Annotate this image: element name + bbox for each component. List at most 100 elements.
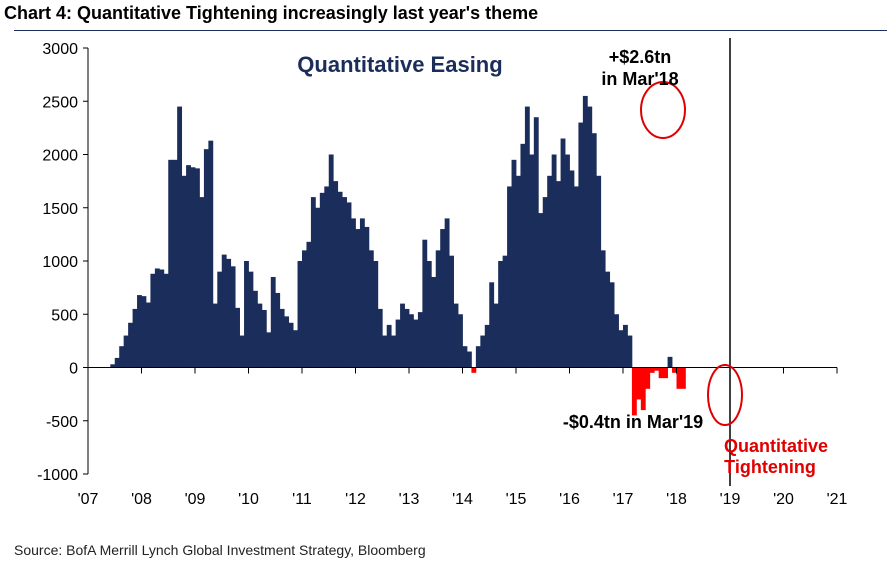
bar-positive xyxy=(547,175,553,368)
bar-positive xyxy=(208,140,214,368)
bar-positive xyxy=(538,213,544,368)
trough-highlight-circle xyxy=(707,364,743,426)
bar-positive xyxy=(453,303,459,368)
x-tick-label: '09 xyxy=(185,491,206,508)
bar-positive xyxy=(417,312,423,368)
bar-positive xyxy=(235,307,240,368)
x-tick-label: '18 xyxy=(666,491,687,508)
bar-positive xyxy=(252,290,258,368)
annotation-trough: -$0.4tn in Mar'19 xyxy=(563,412,703,432)
bar-positive xyxy=(172,159,178,368)
bar-positive xyxy=(203,149,209,368)
bar-positive xyxy=(279,308,285,368)
bar-negative xyxy=(672,367,677,373)
bar-positive xyxy=(137,295,142,368)
bar-positive xyxy=(614,314,619,368)
bar-positive xyxy=(270,276,276,368)
bar-positive xyxy=(391,335,397,368)
bar-positive xyxy=(413,319,419,368)
y-tick-label: 3000 xyxy=(42,41,78,58)
annotation-qe: Quantitative Easing xyxy=(297,52,502,77)
bar-positive xyxy=(667,356,673,368)
bar-positive xyxy=(444,218,450,368)
bar-positive xyxy=(128,322,133,368)
bar-positive xyxy=(462,346,468,368)
bar-positive xyxy=(315,207,321,368)
bar-negative xyxy=(640,367,646,411)
y-tick-label: 0 xyxy=(69,361,78,378)
bar-positive xyxy=(431,276,437,368)
bar-positive xyxy=(623,324,628,368)
bar-positive xyxy=(244,261,249,368)
bar-positive xyxy=(520,143,526,368)
bar-positive xyxy=(181,175,187,368)
bar-positive xyxy=(395,319,401,368)
bar-positive xyxy=(507,186,512,368)
bar-positive xyxy=(569,170,575,368)
x-tick-label: '19 xyxy=(720,491,741,508)
bar-positive xyxy=(458,314,463,368)
bar-positive xyxy=(328,154,334,368)
bar-positive xyxy=(480,335,486,368)
bar-positive xyxy=(297,261,303,368)
x-tick-label: '08 xyxy=(131,491,152,508)
bar-negative xyxy=(654,367,660,371)
x-tick-label: '16 xyxy=(559,491,580,508)
bar-positive xyxy=(248,271,254,368)
bar-positive xyxy=(159,269,165,368)
bar-positive xyxy=(195,168,200,368)
bar-positive xyxy=(600,250,606,368)
bar-positive xyxy=(542,197,548,368)
bar-positive xyxy=(516,175,521,368)
bar-positive xyxy=(261,309,267,368)
y-tick-label: 1500 xyxy=(42,201,78,218)
bar-positive xyxy=(186,165,191,368)
bar-positive xyxy=(284,316,290,368)
bar-positive xyxy=(409,314,414,368)
bar-positive xyxy=(359,218,365,368)
title-divider xyxy=(14,30,887,31)
x-tick-label: '13 xyxy=(399,491,420,508)
bar-negative xyxy=(631,367,637,416)
annotation-peak-value: +$2.6tn xyxy=(609,47,672,67)
annotation-qt-line1: Quantitative xyxy=(724,436,828,456)
bar-positive xyxy=(596,175,602,368)
bar-positive xyxy=(373,261,379,368)
bar-positive xyxy=(310,197,316,368)
x-tick-label: '07 xyxy=(78,491,99,508)
bar-positive xyxy=(609,282,615,368)
x-tick-label: '12 xyxy=(345,491,366,508)
bar-positive xyxy=(230,266,236,368)
x-tick-label: '17 xyxy=(613,491,634,508)
bar-negative xyxy=(645,367,651,389)
bar-positive xyxy=(493,303,499,368)
bar-positive xyxy=(377,308,383,368)
bar-negative xyxy=(680,367,686,389)
annotation-peak-date: in Mar'18 xyxy=(601,69,678,89)
y-tick-label: -500 xyxy=(46,414,78,431)
source-note: Source: BofA Merrill Lynch Global Invest… xyxy=(14,542,426,558)
bar-positive xyxy=(132,308,138,368)
y-tick-label: -1000 xyxy=(37,467,78,484)
bar-positive xyxy=(605,271,611,368)
bar-positive xyxy=(475,346,481,368)
x-tick-label: '15 xyxy=(506,491,527,508)
bar-positive xyxy=(556,181,561,368)
y-tick-label: 2000 xyxy=(42,148,78,165)
bar-positive xyxy=(560,138,566,368)
bar-positive xyxy=(426,261,432,368)
bar-positive xyxy=(190,167,196,368)
bar-positive xyxy=(368,250,374,368)
bar-positive xyxy=(364,226,370,368)
bar-positive xyxy=(199,197,205,368)
bar-positive xyxy=(627,335,633,368)
bar-positive xyxy=(324,186,330,368)
x-tick-label: '14 xyxy=(452,491,473,508)
bar-positive xyxy=(119,346,125,368)
y-tick-label: 1000 xyxy=(42,254,78,271)
bar-positive xyxy=(386,324,392,368)
chart-title: Chart 4: Quantitative Tightening increas… xyxy=(4,3,539,23)
y-tick-label: 500 xyxy=(51,307,78,324)
bar-positive xyxy=(502,255,508,368)
